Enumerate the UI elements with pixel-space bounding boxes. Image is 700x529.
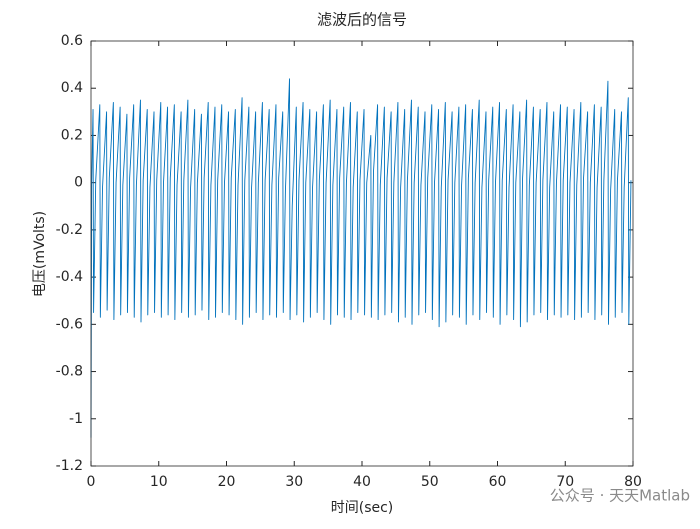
y-tick-label: -0.2 xyxy=(56,222,83,238)
signal-line xyxy=(90,78,632,438)
x-tick-label: 20 xyxy=(218,474,236,490)
axes-box xyxy=(90,40,634,467)
x-tick-label: 70 xyxy=(556,474,574,490)
y-tick-label: -1 xyxy=(69,411,83,427)
x-tick-label: 80 xyxy=(624,474,642,490)
chart-title: 滤波后的信号 xyxy=(317,11,407,29)
x-tick-label: 10 xyxy=(150,474,168,490)
y-tick-label: 0 xyxy=(74,175,83,191)
x-axis-label: 时间(sec) xyxy=(331,500,394,516)
y-axis-label: 电压(mVolts) xyxy=(32,211,48,297)
x-tick-label: 60 xyxy=(489,474,507,490)
x-tick-label: 40 xyxy=(353,474,371,490)
y-tick-label: -0.4 xyxy=(56,269,83,285)
y-tick-label: -0.6 xyxy=(56,316,83,332)
x-tick-label: 50 xyxy=(421,474,439,490)
y-tick-label: -1.2 xyxy=(56,458,83,474)
x-tick-label: 30 xyxy=(285,474,303,490)
watermark: 公众号 · 天天Matlab xyxy=(550,487,690,505)
y-tick-label: 0.6 xyxy=(61,33,83,49)
y-tick-label: 0.2 xyxy=(61,127,83,143)
x-tick-label: 0 xyxy=(87,474,96,490)
y-tick-label: 0.4 xyxy=(61,80,83,96)
y-tick-label: -0.8 xyxy=(56,364,83,380)
